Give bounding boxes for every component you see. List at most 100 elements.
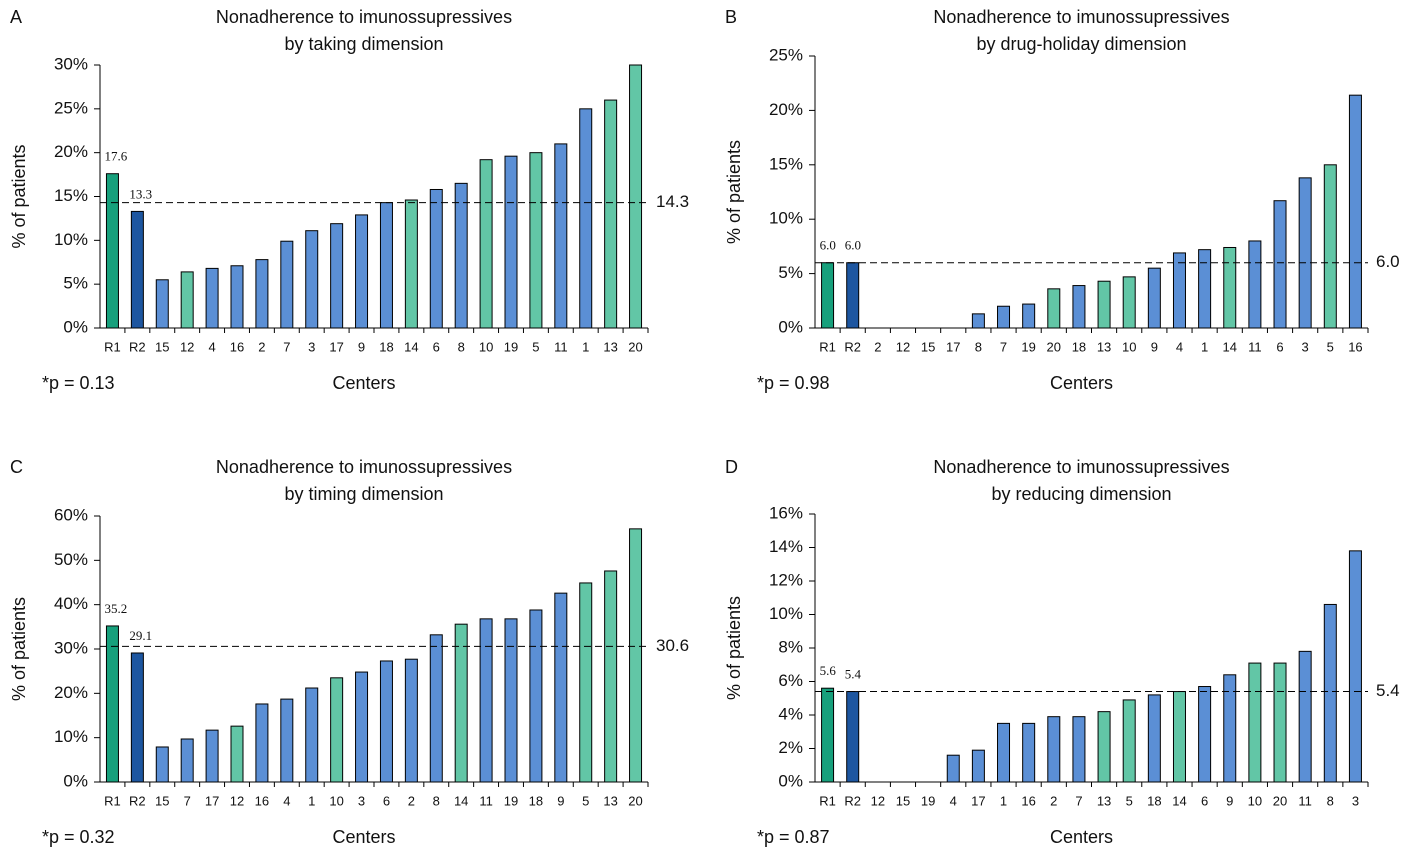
bar [105,625,119,783]
bar [1147,694,1161,783]
x-tick-label: 15 [155,793,169,808]
bar [305,230,319,329]
x-tick-label: 5 [532,339,539,354]
bar [604,570,618,783]
x-tick-label: 4 [950,793,957,808]
bar [404,199,418,329]
chart-subtitle: by timing dimension [284,484,443,504]
x-tick-label: 16 [255,793,269,808]
y-tick-label: 25% [769,45,803,64]
x-tick-label: R2 [844,793,861,808]
bar [255,703,269,783]
y-tick-label: 4% [778,704,803,723]
bar [305,687,319,783]
y-tick-label: 0% [63,317,88,336]
bar [1273,200,1287,329]
bar [1273,662,1287,783]
chart-title: Nonadherence to imunossupressives [933,457,1229,477]
bar [1022,722,1036,783]
bar [155,279,169,329]
bar [330,677,344,783]
y-tick-label: 10% [769,209,803,228]
y-tick-label: 2% [778,738,803,757]
x-tick-label: 2 [258,339,265,354]
bar [846,262,860,329]
bar [280,240,294,329]
bar [429,188,443,329]
x-tick-label: 7 [1075,793,1082,808]
y-tick-label: 30% [54,54,88,73]
bar [255,259,269,329]
bar [1072,716,1086,783]
bar [554,143,568,329]
x-tick-label: 6 [433,339,440,354]
value-label: 6.0 [820,238,836,253]
bar [1172,691,1186,783]
y-axis-label: % of patients [724,140,744,244]
x-tick-label: 6 [383,793,390,808]
x-tick-label: 13 [1097,339,1111,354]
x-tick-label: 20 [628,793,642,808]
x-tick-label: R2 [129,339,146,354]
y-tick-label: 6% [778,671,803,690]
y-tick-label: 12% [769,570,803,589]
x-tick-label: 11 [1298,793,1312,808]
y-tick-label: 10% [54,230,88,249]
x-tick-label: 5 [582,793,589,808]
x-tick-label: 19 [504,793,518,808]
bar [429,634,443,783]
y-axis-label: % of patients [724,596,744,700]
bar [479,618,493,783]
panel-label: A [10,7,22,27]
y-tick-label: 10% [54,727,88,746]
x-tick-label: 6 [1201,793,1208,808]
y-tick-label: 60% [54,505,88,524]
x-tick-label: 4 [283,793,290,808]
bar [579,582,593,783]
x-axis-label: Centers [1050,827,1113,847]
x-tick-label: 17 [971,793,985,808]
x-tick-label: 5 [1126,793,1133,808]
x-tick-label: 2 [874,339,881,354]
chart-subtitle: by drug-holiday dimension [976,34,1186,54]
panel-label: C [10,457,23,477]
bar [1323,603,1337,783]
y-tick-label: 20% [54,142,88,161]
chart-title: Nonadherence to imunossupressives [933,7,1229,27]
x-tick-label: 8 [1327,793,1334,808]
x-tick-label: R2 [844,339,861,354]
x-tick-label: 2 [408,793,415,808]
bar [105,173,119,329]
y-tick-label: 8% [778,637,803,656]
chart-subtitle: by taking dimension [284,34,443,54]
bar [155,746,169,783]
y-tick-label: 5% [778,263,803,282]
panel-label: D [725,457,738,477]
bar [180,738,194,783]
x-tick-label: 19 [504,339,518,354]
y-tick-label: 0% [63,771,88,790]
x-tick-label: 17 [946,339,960,354]
value-label: 35.2 [104,601,127,616]
bar [846,691,860,783]
x-tick-label: 20 [1047,339,1061,354]
x-tick-label: R1 [104,793,121,808]
x-tick-label: 8 [975,339,982,354]
chart-title: Nonadherence to imunossupressives [216,7,512,27]
y-tick-label: 30% [54,638,88,657]
x-tick-label: 8 [433,793,440,808]
x-tick-label: 10 [329,793,343,808]
value-label: 5.6 [820,663,837,678]
x-axis-label: Centers [332,373,395,393]
bar [1172,252,1186,329]
bar [404,658,418,783]
bar [554,592,568,783]
x-tick-label: 12 [180,339,194,354]
bar [355,214,369,329]
y-tick-label: 0% [778,771,803,790]
x-axis-label: Centers [332,827,395,847]
x-tick-label: 1 [1201,339,1208,354]
x-tick-label: 1 [582,339,589,354]
x-tick-label: 13 [1097,793,1111,808]
